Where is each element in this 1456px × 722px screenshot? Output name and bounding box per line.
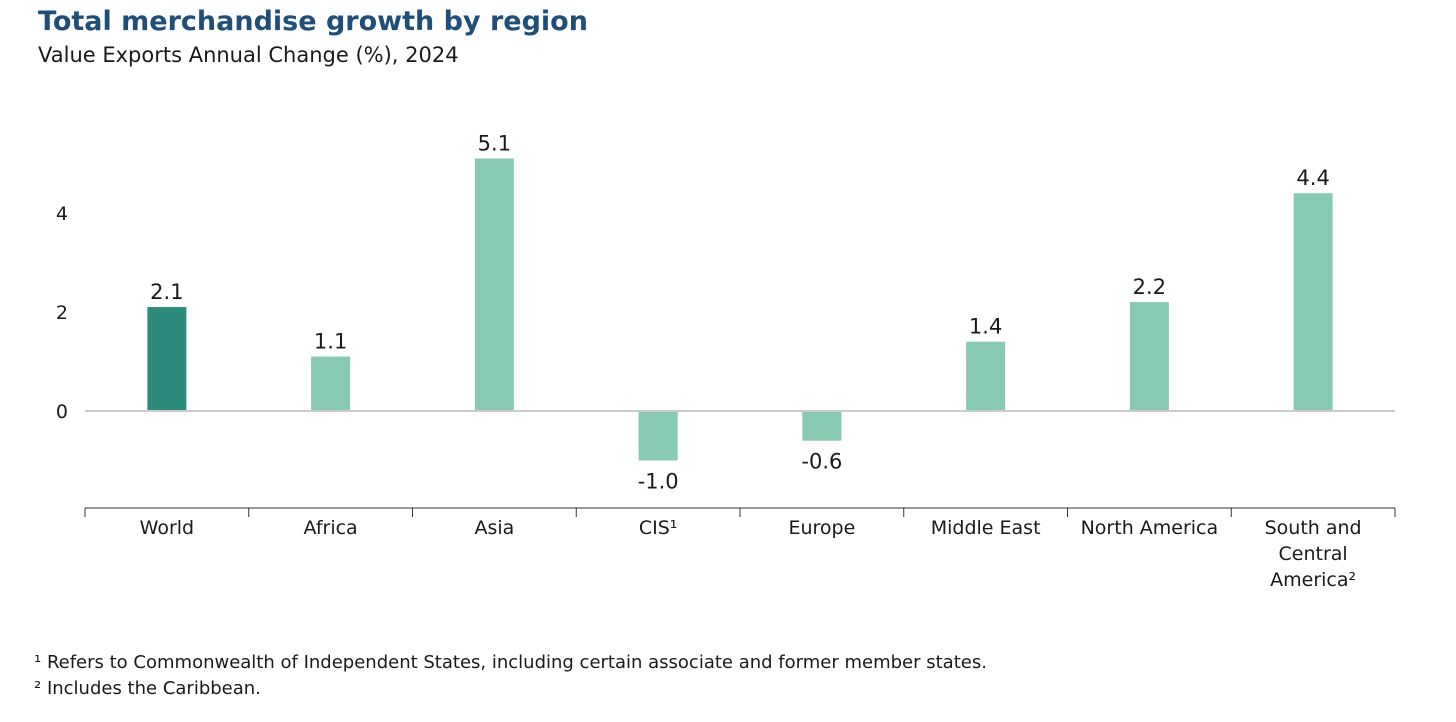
footnotes: ¹ Refers to Commonwealth of Independent … bbox=[34, 650, 987, 702]
bar bbox=[966, 341, 1006, 411]
x-tick-label: Europe bbox=[788, 517, 855, 539]
x-axis: World Africa Asia CIS¹ Europe Middle East Nort… bbox=[84, 410, 1396, 591]
bar bbox=[638, 411, 678, 461]
x-tick-label: World bbox=[140, 517, 194, 539]
bar bbox=[147, 307, 187, 411]
footnote-1: ¹ Refers to Commonwealth of Independent … bbox=[34, 652, 987, 673]
data-label: 5.1 bbox=[478, 132, 511, 156]
value-labels-layer: 2.1 1.1 5.1 -1.0 -0.6 1.4 2.2 4.4 bbox=[150, 132, 1330, 494]
y-tick-label: 4 bbox=[56, 203, 68, 225]
data-label: 1.4 bbox=[969, 315, 1002, 339]
x-tick-label: Middle East bbox=[931, 517, 1041, 539]
chart-title: Total merchandise growth by region bbox=[38, 6, 588, 37]
x-tick-label: North America bbox=[1081, 517, 1219, 539]
x-tick-label: Asia bbox=[474, 517, 514, 539]
data-label: -1.0 bbox=[638, 470, 679, 494]
x-tick-label: America² bbox=[1270, 569, 1356, 591]
bar-chart: 2.1 1.1 5.1 -1.0 -0.6 1.4 2.2 4.4 0 2 4 World Afri… bbox=[56, 132, 1396, 591]
bar bbox=[1129, 302, 1169, 411]
bar bbox=[802, 411, 842, 441]
y-tick-label: 0 bbox=[56, 401, 68, 423]
x-tick-label: Central bbox=[1279, 543, 1348, 565]
data-label: -0.6 bbox=[801, 450, 842, 474]
y-tick-label: 2 bbox=[56, 302, 68, 324]
footnote-2: ² Includes the Caribbean. bbox=[34, 678, 261, 699]
x-tick-label: South and bbox=[1265, 517, 1362, 539]
bar bbox=[1293, 193, 1333, 411]
data-label: 2.1 bbox=[150, 280, 183, 304]
data-label: 1.1 bbox=[314, 330, 347, 354]
bar bbox=[474, 158, 514, 411]
data-label: 2.2 bbox=[1133, 275, 1166, 299]
chart-subtitle: Value Exports Annual Change (%), 2024 bbox=[38, 43, 459, 67]
x-tick-label: CIS¹ bbox=[639, 517, 678, 539]
bar bbox=[311, 356, 351, 411]
bars-layer bbox=[147, 158, 1333, 461]
y-axis-ticks: 0 2 4 bbox=[56, 203, 68, 423]
data-label: 4.4 bbox=[1296, 166, 1329, 190]
x-tick-label: Africa bbox=[304, 517, 358, 539]
